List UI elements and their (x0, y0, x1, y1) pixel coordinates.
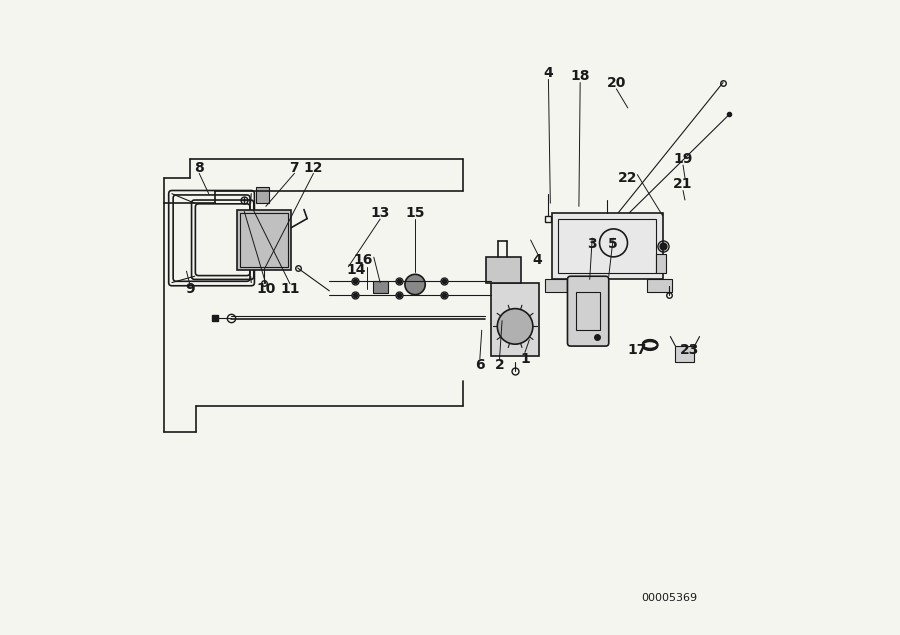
Circle shape (498, 309, 533, 344)
Bar (675, 346, 695, 362)
Text: 17: 17 (627, 343, 647, 357)
Bar (373, 281, 389, 293)
FancyBboxPatch shape (568, 276, 608, 346)
Bar (558, 219, 656, 273)
Text: 19: 19 (673, 152, 693, 166)
Circle shape (405, 274, 425, 295)
Text: 3: 3 (588, 237, 597, 251)
Text: 8: 8 (194, 161, 204, 175)
Text: 2: 2 (495, 358, 504, 372)
Bar (545, 279, 568, 292)
Bar (576, 292, 600, 330)
Text: 23: 23 (680, 343, 699, 357)
Text: 12: 12 (303, 161, 323, 175)
Bar (656, 254, 666, 273)
Text: 1: 1 (520, 352, 530, 366)
Text: 16: 16 (354, 253, 373, 267)
Text: 14: 14 (346, 263, 366, 277)
Text: 4: 4 (544, 66, 554, 80)
Text: 5: 5 (608, 237, 618, 251)
Text: 10: 10 (256, 282, 275, 296)
Bar (240, 213, 288, 267)
Text: 00005369: 00005369 (642, 593, 698, 603)
Bar (647, 279, 672, 292)
Text: 18: 18 (571, 69, 590, 83)
Text: 6: 6 (475, 358, 485, 372)
Bar (552, 213, 662, 279)
Text: 9: 9 (184, 282, 194, 296)
Text: 13: 13 (371, 206, 390, 220)
Text: 4: 4 (533, 253, 543, 267)
Bar (486, 257, 521, 283)
Bar (491, 283, 539, 356)
Bar (238, 210, 292, 270)
Bar (256, 187, 269, 203)
Text: 20: 20 (607, 76, 626, 90)
Text: 21: 21 (673, 177, 693, 191)
Text: 11: 11 (280, 282, 300, 296)
Text: 22: 22 (617, 171, 637, 185)
Text: 7: 7 (290, 161, 299, 175)
Text: 15: 15 (405, 206, 425, 220)
